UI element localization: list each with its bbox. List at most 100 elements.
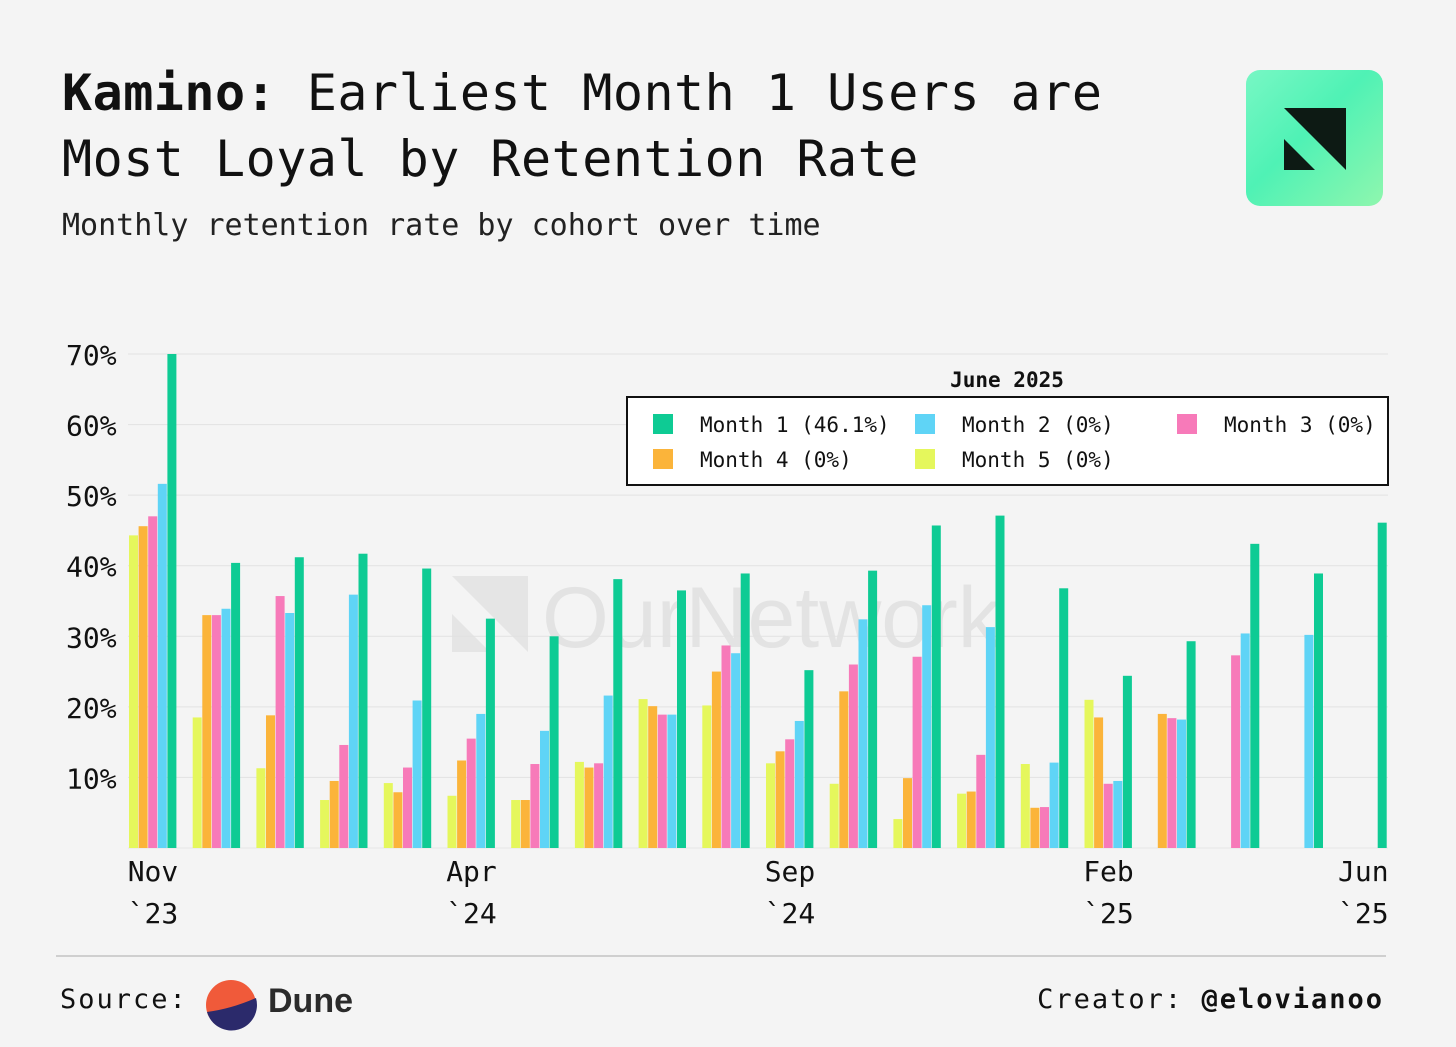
- legend-swatch: [913, 447, 937, 471]
- bar-month-2: Month 2 Feb 2024: 35.9%: [348, 594, 358, 848]
- bar-month-2: Month 2 Feb 2025: 9.5%: [1113, 780, 1123, 848]
- x-tick-label-year: `25: [1083, 897, 1134, 930]
- bar-month-1: Month 1 Apr 2025: 43.1%: [1250, 543, 1260, 848]
- legend-label: Month 1 (46.1%): [700, 413, 890, 437]
- bar-month-1: Month 1 Feb 2025: 24.4%: [1122, 675, 1132, 848]
- legend-swatch: [913, 412, 937, 436]
- y-tick-label: 30%: [66, 621, 117, 654]
- legend-label: Month 4 (0%): [700, 448, 852, 472]
- bar-month-2: Month 2 May 2025: 30.2%: [1304, 634, 1314, 848]
- source-name: Dune: [268, 982, 353, 1020]
- legend-title: June 2025: [950, 368, 1064, 392]
- retention-bar-chart: OurNetwork Month 5 Nov 2023: 44.3%Month …: [66, 339, 1389, 930]
- bar-month-1: Month 1 Dec 2023: 40.4%: [231, 562, 241, 848]
- bar-month-2: Month 2 Jun 2024: 21.6%: [603, 695, 613, 848]
- bar-month-3: Month 3 Nov 2023: 47%: [148, 516, 158, 848]
- bar-month-2: Month 2 Apr 2024: 19%: [476, 713, 486, 848]
- legend: June 2025 Month 1 (46.1%) Month 2 (0%) Mont…: [626, 368, 1389, 486]
- bar-month-2: Month 2 Oct 2024: 32.4%: [858, 619, 868, 848]
- y-tick-label: 50%: [66, 480, 117, 513]
- bar-month-5: Month 5 Apr 2024: 7.4%: [447, 795, 457, 848]
- bar-month-3: Month 3 Mar 2024: 11.4%: [403, 767, 412, 848]
- creator-handle: @elovianoo: [1201, 984, 1384, 1015]
- chart-title: Kamino: Earliest Month 1 Users are Most …: [62, 60, 1182, 192]
- title-bold: Kamino:: [62, 64, 277, 122]
- bar-month-3: Month 3 Dec 2023: 33%: [211, 615, 221, 848]
- legend-label: Month 3 (0%): [1224, 413, 1376, 437]
- bar-month-3: Month 3 Feb 2024: 14.6%: [339, 744, 349, 848]
- bar-month-5: Month 5 Feb 2024: 6.8%: [320, 800, 330, 848]
- y-tick-label: 40%: [66, 551, 117, 584]
- bar-month-4: Month 4 Jan 2024: 18.8%: [266, 715, 275, 848]
- y-tick-label: 60%: [66, 410, 117, 443]
- legend-swatch: [1175, 412, 1199, 436]
- bar-month-2: Month 2 Mar 2024: 20.9%: [412, 700, 422, 848]
- bar-month-3: Month 3 Aug 2024: 28.7%: [721, 645, 731, 848]
- bar-month-5: Month 5 Jul 2024: 21.1%: [638, 699, 648, 848]
- bar-month-2: Month 2 Apr 2025: 30.4%: [1240, 633, 1250, 848]
- bar-month-3: Month 3 Apr 2025: 27.3%: [1231, 655, 1241, 848]
- bar-month-3: Month 3 Jun 2024: 12%: [594, 763, 604, 848]
- bar-month-5: Month 5 Aug 2024: 20.2%: [702, 705, 712, 848]
- bar-month-5: Month 5 Jan 2025: 11.9%: [1020, 764, 1030, 848]
- legend-swatch: [651, 447, 675, 471]
- creator-credit: Creator: @elovianoo: [1037, 984, 1384, 1015]
- bar-month-4: Month 4 Feb 2024: 9.5%: [329, 780, 339, 848]
- bar-month-1: Month 1 May 2024: 30%: [549, 636, 559, 848]
- bar-month-3: Month 3 Oct 2024: 26%: [848, 664, 858, 848]
- bar-month-4: Month 4 Nov 2023: 45.6%: [138, 526, 148, 848]
- bar-month-3: Month 3 Jan 2024: 35.7%: [275, 596, 285, 848]
- x-tick-label-year: `23: [128, 897, 179, 930]
- bar-month-5: Month 5 Jun 2024: 12.2%: [574, 761, 584, 848]
- x-tick-label-year: `24: [446, 897, 497, 930]
- bar-month-2: Month 2 Dec 2023: 33.9%: [221, 608, 231, 848]
- bar-month-3: Month 3 May 2024: 11.9%: [530, 764, 540, 848]
- bar-month-4: Month 4 Jan 2025: 5.7%: [1030, 807, 1040, 848]
- x-tick-label-year: `25: [1338, 897, 1389, 930]
- bar-month-2: Month 2 Sep 2024: 18%: [794, 720, 804, 848]
- bar-month-4: Month 4 Mar 2024: 7.9%: [393, 792, 403, 848]
- y-tick-label: 20%: [66, 692, 117, 725]
- ournetwork-logo-icon: [1246, 70, 1383, 206]
- bar-month-1: Month 1 Oct 2024: 39.3%: [868, 570, 878, 848]
- chart-subtitle: Monthly retention rate by cohort over ti…: [62, 208, 821, 243]
- bar-month-3: Month 3 Dec 2024: 13.2%: [976, 754, 986, 848]
- bar-month-1: Month 1 Apr 2024: 32.5%: [485, 618, 495, 848]
- y-tick-label: 70%: [66, 339, 117, 372]
- bar-month-1: Month 1 Jun 2024: 38.1%: [613, 579, 623, 848]
- dune-logo-icon: [206, 980, 257, 1031]
- bar-month-5: Month 5 May 2024: 6.8%: [511, 800, 521, 848]
- x-tick-label-month: Apr: [446, 855, 497, 888]
- bar-month-5: Month 5 Jan 2024: 11.3%: [256, 768, 266, 848]
- bar-month-4: Month 4 Jul 2024: 20.1%: [648, 706, 658, 848]
- bar-month-2: Month 2 May 2024: 16.6%: [540, 730, 549, 848]
- source-label: Source:: [60, 984, 188, 1015]
- bar-month-4: Month 4 Sep 2024: 13.7%: [775, 751, 785, 848]
- x-tick-label-month: Sep: [765, 855, 816, 888]
- bar-month-3: Month 3 Jan 2025: 5.8%: [1040, 807, 1049, 848]
- bar-month-4: Month 4 Apr 2024: 12.4%: [457, 760, 467, 848]
- bar-month-5: Month 5 Dec 2023: 18.5%: [192, 717, 202, 848]
- legend-label: Month 5 (0%): [962, 448, 1114, 472]
- bar-month-5: Month 5 Sep 2024: 12%: [766, 763, 775, 848]
- bar-month-1: Month 1 Jan 2024: 41.2%: [294, 557, 304, 848]
- bar-month-2: Month 2 Nov 2024: 34.4%: [922, 605, 932, 848]
- bar-month-3: Month 3 Nov 2024: 27.1%: [912, 656, 922, 848]
- y-axis: 10% 20% 30% 40% 50% 60% 70%: [66, 339, 117, 795]
- x-tick-label-month: Jun: [1338, 855, 1389, 888]
- bar-month-1: Month 1 Aug 2024: 38.9%: [740, 573, 750, 848]
- bar-month-4: Month 4 Feb 2025: 18.5%: [1094, 717, 1104, 848]
- bar-month-1: Month 1 Feb 2024: 41.7%: [358, 553, 368, 848]
- bar-month-1: Month 1 Mar 2024: 39.6%: [422, 568, 432, 848]
- bar-month-3: Month 3 Jul 2024: 18.9%: [657, 714, 667, 848]
- bar-month-1: Month 1 Jan 2025: 36.8%: [1059, 588, 1069, 848]
- bar-month-2: Month 2 Aug 2024: 27.6%: [731, 653, 741, 848]
- bar-month-5: Month 5 Nov 2024: 4.1%: [893, 819, 903, 848]
- bar-month-4: Month 4 Oct 2024: 22.2%: [839, 691, 849, 848]
- bar-month-2: Month 2 Jan 2025: 12.1%: [1049, 762, 1059, 848]
- bar-month-4: Month 4 Nov 2024: 9.9%: [903, 778, 912, 848]
- bar-month-1: Month 1 Jul 2024: 36.5%: [677, 590, 686, 848]
- bar-month-1: Month 1 Jun 2025: 46.1%: [1377, 522, 1387, 848]
- legend-label: Month 2 (0%): [962, 413, 1114, 437]
- logo-mark-icon: [1284, 108, 1346, 170]
